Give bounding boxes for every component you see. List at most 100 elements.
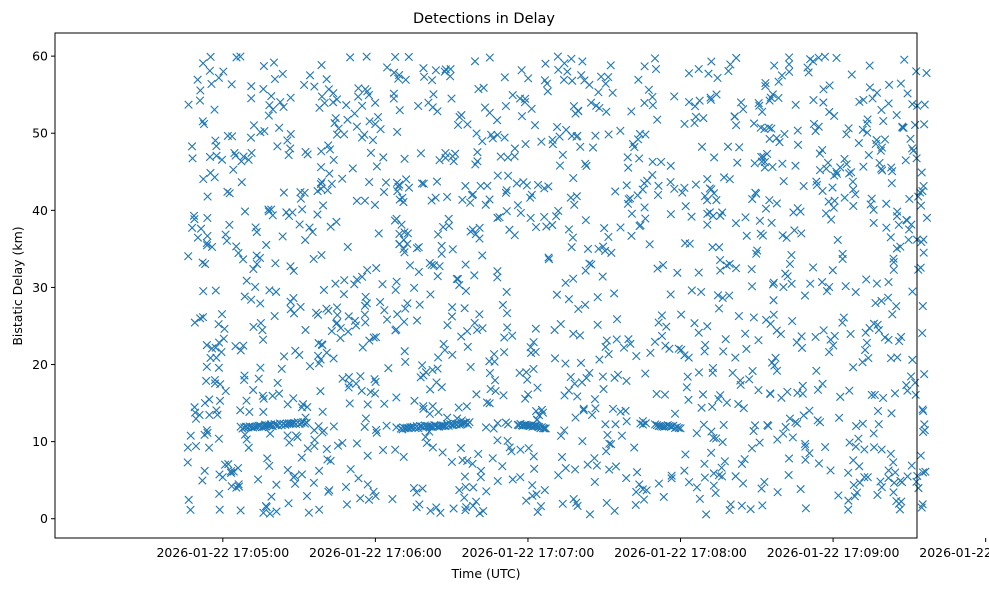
detection-point xyxy=(452,274,462,284)
detection-point xyxy=(301,147,310,157)
detection-point xyxy=(554,206,563,216)
detection-point xyxy=(344,372,354,382)
detection-point xyxy=(503,323,512,332)
detection-point xyxy=(341,482,351,492)
detection-point xyxy=(352,122,362,131)
detection-point xyxy=(345,399,354,408)
detection-point xyxy=(363,480,372,489)
detection-point xyxy=(419,63,428,73)
detection-point xyxy=(270,74,280,84)
detection-point xyxy=(604,465,614,474)
detection-point xyxy=(503,153,513,162)
detection-point xyxy=(666,161,675,170)
detection-point xyxy=(577,378,587,387)
x-tick-label: 2026-01-22 17:05:00 xyxy=(156,545,289,560)
detection-point xyxy=(541,59,550,68)
detection-point xyxy=(737,501,747,510)
detection-point xyxy=(313,310,323,319)
detection-point xyxy=(433,364,442,373)
detection-point xyxy=(479,83,488,93)
detection-point xyxy=(263,454,272,463)
detection-point xyxy=(905,194,914,204)
detection-point xyxy=(448,350,457,360)
detection-point xyxy=(317,250,326,260)
detection-point xyxy=(707,185,716,194)
detection-point xyxy=(297,403,307,412)
detection-point xyxy=(591,101,601,110)
detection-point xyxy=(239,341,248,350)
detection-point xyxy=(571,413,580,422)
detection-point xyxy=(297,470,307,479)
detection-point xyxy=(638,420,648,429)
detection-point xyxy=(435,155,444,165)
detection-point xyxy=(315,103,324,113)
detection-point xyxy=(252,259,262,269)
detection-point xyxy=(793,140,803,150)
detection-point xyxy=(605,439,614,448)
detection-point xyxy=(401,304,410,313)
detection-point xyxy=(697,142,707,151)
detection-point xyxy=(599,223,609,233)
detection-point xyxy=(357,272,367,281)
detection-point xyxy=(472,325,482,335)
detection-point xyxy=(847,70,856,79)
detection-point xyxy=(761,204,771,213)
detection-point xyxy=(849,480,858,490)
detection-point xyxy=(582,161,591,171)
detection-point xyxy=(825,81,834,90)
detection-point xyxy=(891,468,900,477)
detection-point xyxy=(342,500,352,509)
detection-point xyxy=(865,61,874,70)
detection-point xyxy=(731,120,741,130)
detection-point xyxy=(887,167,897,176)
detection-point xyxy=(449,157,458,166)
detection-point xyxy=(492,116,502,125)
detection-point xyxy=(822,164,831,173)
detection-point xyxy=(296,194,306,203)
detection-point xyxy=(226,468,236,478)
detection-point xyxy=(184,100,193,109)
detection-point xyxy=(369,487,378,497)
detection-point xyxy=(412,244,422,253)
y-axis-label: Bistatic Delay (km) xyxy=(10,226,25,345)
detection-point xyxy=(310,441,319,451)
detection-point xyxy=(394,70,404,80)
detection-point xyxy=(719,420,728,430)
detection-point xyxy=(474,84,483,94)
detection-point xyxy=(656,157,666,167)
detection-point xyxy=(371,491,380,501)
detection-point xyxy=(799,411,808,420)
detection-point xyxy=(756,123,765,132)
detection-point xyxy=(830,171,839,180)
detection-point xyxy=(911,390,920,400)
detection-point xyxy=(585,368,594,378)
detection-point xyxy=(351,379,361,388)
detection-point xyxy=(844,468,853,478)
detection-point xyxy=(834,491,843,500)
detection-point xyxy=(732,53,741,63)
detection-point xyxy=(528,481,537,490)
detection-point xyxy=(190,214,199,224)
detection-point xyxy=(645,240,654,249)
detection-point xyxy=(446,64,455,74)
detection-point xyxy=(917,168,926,177)
detection-point xyxy=(819,85,828,94)
detection-point xyxy=(771,353,780,363)
detection-point xyxy=(533,383,542,392)
detection-point xyxy=(190,403,199,412)
detection-point xyxy=(799,181,808,191)
detection-point xyxy=(490,357,499,366)
detection-point xyxy=(787,250,796,260)
detection-point xyxy=(403,299,412,308)
detection-point xyxy=(271,287,281,297)
detection-point xyxy=(410,396,419,405)
detection-point xyxy=(400,248,409,257)
detection-point xyxy=(700,473,710,482)
detection-point xyxy=(687,212,696,221)
detection-point xyxy=(240,430,250,439)
detection-point xyxy=(587,260,596,269)
detection-point xyxy=(921,467,930,476)
detection-point xyxy=(469,483,478,492)
detection-point xyxy=(752,246,762,255)
detection-point xyxy=(611,420,620,429)
